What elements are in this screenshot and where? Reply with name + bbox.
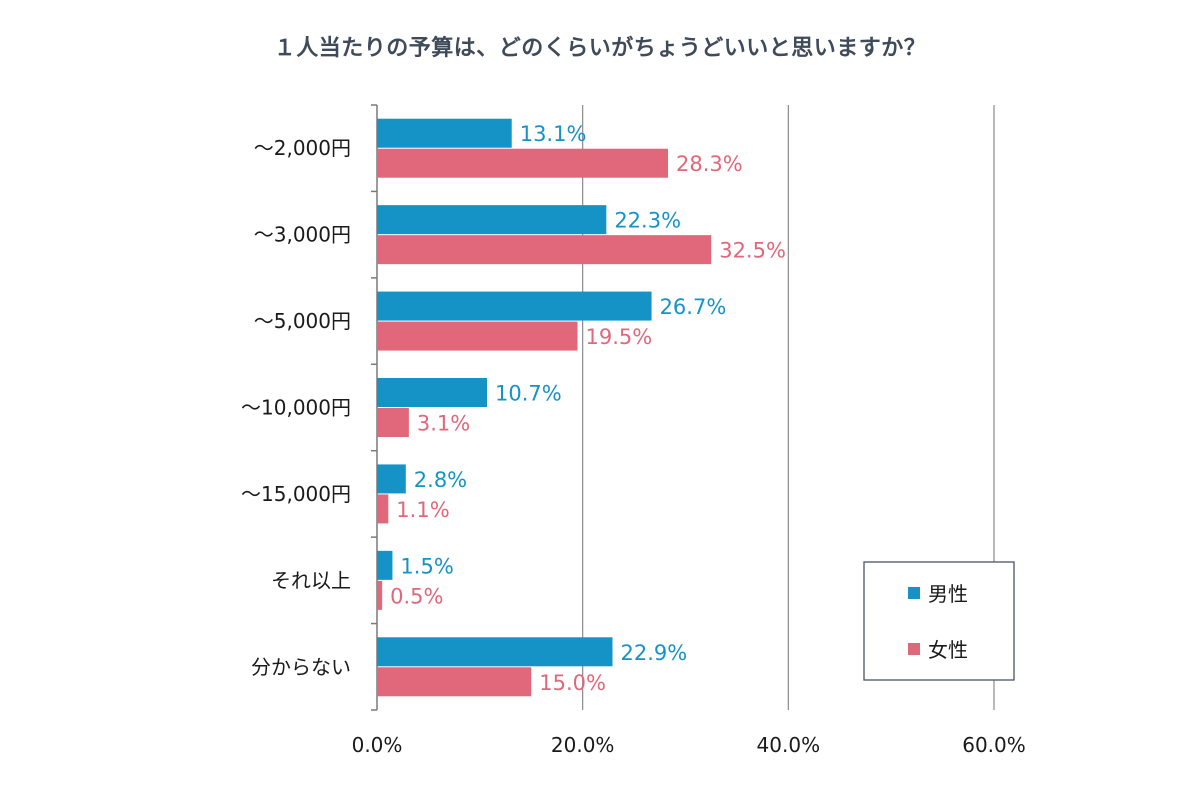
chart-title: １人当たりの予算は、どのくらいがちょうどいいと思いますか？ <box>273 36 927 61</box>
legend-label: 男性 <box>928 582 968 606</box>
data-label: 3.1% <box>417 412 470 436</box>
data-label: 13.1% <box>520 122 587 146</box>
category-label: ～5,000円 <box>254 309 351 333</box>
x-tick-label: 60.0% <box>962 733 1026 757</box>
category-label: ～2,000円 <box>254 136 351 160</box>
legend-swatch <box>908 643 920 655</box>
bar-female <box>377 321 578 351</box>
data-label: 22.3% <box>614 209 681 233</box>
data-label: 28.3% <box>676 152 743 176</box>
bar-male <box>377 550 393 580</box>
bar-male <box>377 291 652 321</box>
legend-label: 女性 <box>928 638 968 662</box>
x-tick-label: 40.0% <box>757 733 821 757</box>
bar-female <box>377 148 669 178</box>
x-tick-label: 20.0% <box>551 733 615 757</box>
bar-male <box>377 637 613 667</box>
data-label: 0.5% <box>390 584 443 608</box>
data-label: 22.9% <box>620 641 687 665</box>
bar-male <box>377 378 488 407</box>
data-label: 19.5% <box>586 325 653 349</box>
category-label: ～15,000円 <box>241 482 351 506</box>
bar-male <box>377 464 406 494</box>
bar-female <box>377 235 712 265</box>
data-label: 1.5% <box>400 554 453 578</box>
bar-female <box>377 494 389 524</box>
category-label: 分からない <box>251 655 351 679</box>
bar-male <box>377 118 512 148</box>
x-tick-label: 0.0% <box>352 733 403 757</box>
category-label: ～3,000円 <box>254 223 351 247</box>
data-label: 26.7% <box>660 295 727 319</box>
legend-box <box>863 561 1015 681</box>
data-label: 15.0% <box>539 671 606 695</box>
data-label: 32.5% <box>719 239 786 263</box>
bar-female <box>377 408 409 437</box>
bar-male <box>377 205 607 235</box>
data-label: 2.8% <box>414 468 467 492</box>
bar-female <box>377 667 532 697</box>
data-label: 10.7% <box>495 382 562 406</box>
data-label: 1.1% <box>396 498 449 522</box>
category-label: ～10,000円 <box>241 396 351 420</box>
category-label: それ以上 <box>271 568 351 592</box>
legend-swatch <box>908 587 920 599</box>
bar-female <box>377 580 383 610</box>
